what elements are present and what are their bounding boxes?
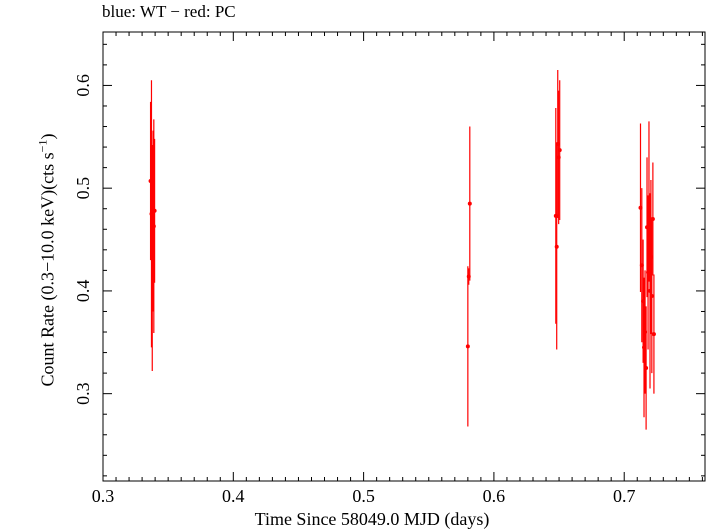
data-point (558, 148, 562, 152)
y-tick-label: 0.3 (73, 382, 93, 405)
data-point (641, 299, 645, 303)
axis-ticks (103, 32, 705, 481)
x-tick-label: 0.3 (92, 486, 115, 506)
data-point (648, 289, 652, 293)
data-point (650, 294, 654, 298)
data-point (149, 179, 153, 183)
data-point (639, 206, 643, 210)
y-axis-label: Count Rate (0.3−10.0 keV)(cts s−1) (36, 134, 59, 387)
x-tick-label: 0.6 (483, 486, 506, 506)
axis-tick-labels: 0.3 0.4 0.5 0.6 0.7 0.3 0.4 0.5 0.6 (73, 74, 635, 506)
data-point (467, 275, 471, 279)
data-point (468, 202, 472, 206)
y-axis-label-superscript: −1 (36, 140, 50, 153)
data-point (644, 366, 648, 370)
y-axis-label-tail: ) (38, 134, 58, 140)
data-point (556, 142, 560, 146)
data-point (153, 209, 157, 213)
data-point (150, 256, 154, 260)
y-tick-label: 0.4 (73, 280, 93, 303)
x-tick-label: 0.5 (352, 486, 375, 506)
data-point (466, 344, 470, 348)
data-point (557, 155, 561, 159)
y-tick-label: 0.5 (73, 177, 93, 200)
data-points (149, 142, 656, 370)
data-point (152, 224, 156, 228)
data-point (651, 217, 655, 221)
data-point (645, 225, 649, 229)
data-point (646, 270, 650, 274)
x-tick-label: 0.7 (613, 486, 636, 506)
y-axis-label-text: Count Rate (0.3−10.0 keV)(cts s (38, 152, 58, 386)
data-point (652, 332, 656, 336)
x-axis-label: Time Since 58049.0 MJD (days) (255, 509, 490, 530)
plot-frame (103, 32, 705, 481)
data-point (151, 219, 155, 223)
y-tick-label: 0.6 (73, 74, 93, 97)
data-point (554, 214, 558, 218)
data-point (642, 345, 646, 349)
data-point (649, 255, 653, 259)
data-point (643, 330, 647, 334)
error-bars (151, 70, 654, 430)
data-point (640, 263, 644, 267)
data-point (555, 245, 559, 249)
x-tick-label: 0.4 (222, 486, 245, 506)
data-point (647, 200, 651, 204)
chart-svg: 0.3 0.4 0.5 0.6 0.7 0.3 0.4 0.5 0.6 (0, 0, 709, 532)
data-point (149, 212, 153, 216)
